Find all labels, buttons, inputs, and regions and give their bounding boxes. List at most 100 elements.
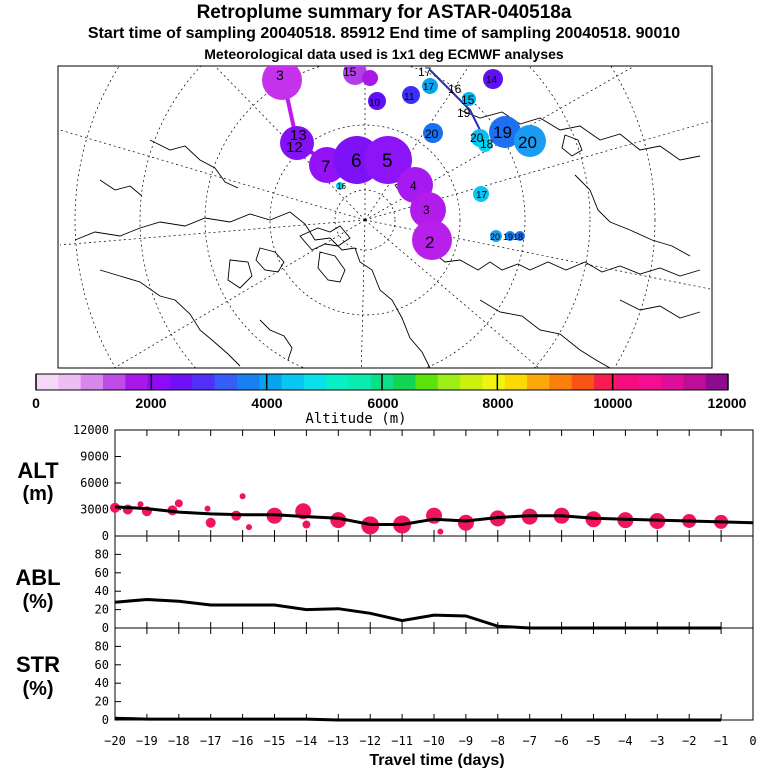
plume-circle xyxy=(478,138,492,152)
colorbar-swatch xyxy=(326,374,350,390)
colorbar-tick: 4000 xyxy=(251,395,282,411)
x-tick-label: −5 xyxy=(586,734,600,748)
y-tick-label: 20 xyxy=(95,695,109,709)
x-tick-label: −6 xyxy=(554,734,568,748)
colorbar-swatch xyxy=(102,374,126,390)
map-panel: 3 15 17 16 15 19 20 10 11 17 14 20 18 19… xyxy=(57,65,713,369)
plume-positions xyxy=(262,66,546,260)
y-tick-label: 80 xyxy=(95,639,109,653)
colorbar-swatch xyxy=(281,374,305,390)
y-tick-label: 0 xyxy=(102,621,109,635)
x-tick-label: −4 xyxy=(618,734,632,748)
day-label: 17 xyxy=(423,82,435,93)
altitude-dot xyxy=(174,499,183,508)
plume-circle xyxy=(462,92,476,106)
x-tick-label: −8 xyxy=(491,734,505,748)
y-tick-label: 3000 xyxy=(80,503,109,517)
altitude-dot xyxy=(137,501,144,508)
x-tick-label: −7 xyxy=(522,734,536,748)
plume-circle xyxy=(422,78,438,94)
day-label: 14 xyxy=(486,75,498,86)
colorbar-swatch xyxy=(661,374,684,390)
x-tick-labels: −20 −19 −18 −17 −16 −15 −14 −13 −12 −11 −10 −9 −8 −7−… xyxy=(104,734,756,748)
colorbar-tick-labels: 0 2000 4000 6000 8000 10000 12000 xyxy=(32,395,747,411)
plume-circle xyxy=(343,66,367,85)
plume-circle xyxy=(490,230,502,242)
str-panel-frame xyxy=(114,627,754,721)
day-label: 19 xyxy=(457,106,471,120)
colorbar-swatch xyxy=(549,374,573,390)
day-label: 4 xyxy=(410,179,417,193)
colorbar-swatch xyxy=(259,374,283,390)
colorbar-swatch xyxy=(192,374,216,390)
plume-circle xyxy=(505,231,515,241)
colorbar-swatch xyxy=(437,374,461,390)
plume-circle xyxy=(489,116,521,148)
y-tick-label: 60 xyxy=(95,658,109,672)
day-label: 6 xyxy=(351,151,362,172)
colorbar-tick: 6000 xyxy=(367,395,398,411)
colorbar-swatch xyxy=(527,374,550,390)
day-label: 17 xyxy=(476,190,488,201)
colorbar-tick: 12000 xyxy=(708,395,747,411)
altitude-dot xyxy=(330,512,347,529)
colorbar-swatch xyxy=(594,374,617,390)
altitude-dot xyxy=(204,505,211,512)
day-label: 3 xyxy=(276,67,284,83)
colorbar-swatch xyxy=(616,374,640,390)
colorbar-swatch xyxy=(683,374,707,390)
y-tick-label: 40 xyxy=(95,584,109,598)
y-tick-label: 80 xyxy=(95,547,109,561)
plume-circle xyxy=(483,69,503,89)
colorbar-swatch xyxy=(571,374,595,390)
chart-title: Retroplume summary for ASTAR-040518a xyxy=(196,2,572,23)
plume-circle xyxy=(368,92,386,110)
colorbar-swatch xyxy=(460,374,483,390)
y-tick-label: 9000 xyxy=(80,450,109,464)
y-tick-label: 40 xyxy=(95,676,109,690)
y-tick-label: 20 xyxy=(95,603,109,617)
plume-circle xyxy=(364,136,412,184)
plume-circle xyxy=(262,66,302,100)
day-label: 17 xyxy=(418,65,432,79)
y-tick-label: 0 xyxy=(102,529,109,543)
time-series-panels: 0 3000 6000 9000 12000 0 20 40 60 80 0 20 40 60 80 xyxy=(73,423,754,727)
day-label: 20 xyxy=(518,133,537,152)
altitude-dot xyxy=(457,514,474,531)
y-tick-label: 0 xyxy=(102,713,109,727)
day-label: 10 xyxy=(369,98,381,109)
colorbar-tick: 10000 xyxy=(594,395,633,411)
colorbar-swatch xyxy=(169,374,193,390)
day-label: 19 xyxy=(493,123,512,142)
colorbar-swatch xyxy=(348,374,372,390)
day-label: 15 xyxy=(461,93,475,107)
x-tick-label: −13 xyxy=(327,734,349,748)
plume-day-labels: 3 15 17 16 15 19 20 10 11 17 14 20 18 19… xyxy=(276,65,537,252)
x-tick-label: −11 xyxy=(391,734,413,748)
alt-series-line xyxy=(114,505,754,526)
colorbar-swatch xyxy=(147,374,171,390)
day-label: 2 xyxy=(425,233,434,252)
day-label: 16 xyxy=(448,82,462,96)
y-tick-label: 6000 xyxy=(80,476,109,490)
day-label: 20 xyxy=(470,131,484,145)
day-label: 19 xyxy=(503,232,513,242)
colorbar-swatch xyxy=(303,374,327,390)
day-label: 16 xyxy=(337,182,346,191)
altitude-dot xyxy=(245,524,252,531)
day-label: 12 xyxy=(286,139,303,156)
coastlines xyxy=(74,109,701,368)
altitude-dot xyxy=(302,520,311,529)
x-tick-label: −15 xyxy=(264,734,286,748)
panel-labels: ALT (m) ABL (%) STR (%) xyxy=(15,458,60,700)
altitude-dot xyxy=(205,517,216,528)
colorbar-label: Altitude (m) xyxy=(305,411,406,427)
altitude-dot xyxy=(239,493,246,500)
plume-circle xyxy=(402,86,420,104)
colorbar-swatch xyxy=(393,374,416,390)
str-unit: (%) xyxy=(22,678,53,700)
day-label: 20 xyxy=(490,232,500,242)
abl-unit: (%) xyxy=(22,591,53,613)
sampling-time-subtitle: Start time of sampling 20040518. 85912 E… xyxy=(87,25,681,42)
abl-series-line xyxy=(114,597,722,630)
